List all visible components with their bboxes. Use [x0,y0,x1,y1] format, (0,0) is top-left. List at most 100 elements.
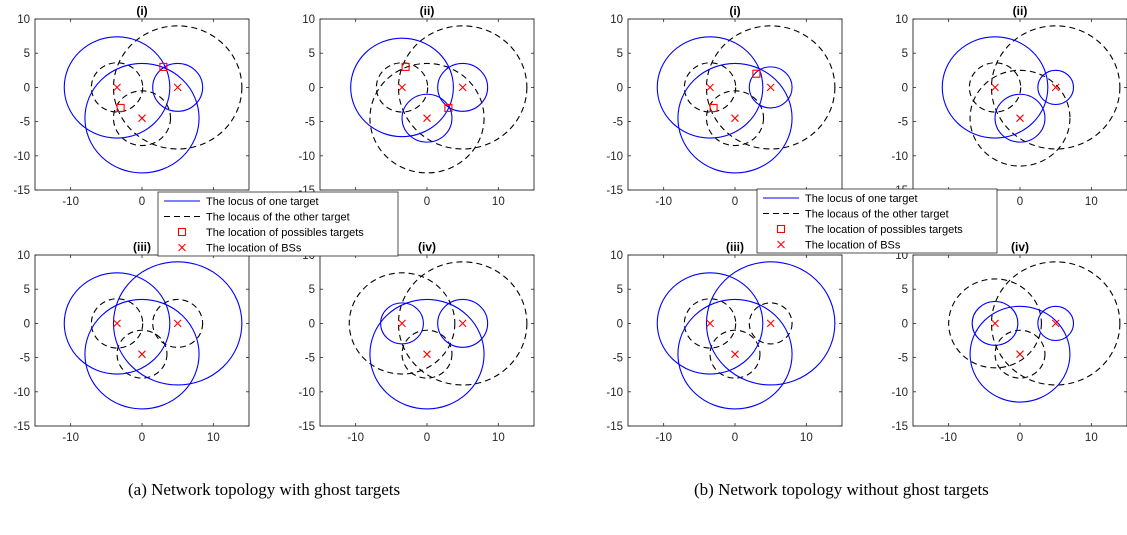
y-tick-label: -5 [898,353,908,365]
locus-one-target [84,62,200,174]
y-tick-label: 10 [302,14,315,26]
bs-marker-stroke [991,83,999,92]
bs-marker-stroke [1051,319,1060,328]
panel-a-3: -10 0 10 10 5 0 -5 -10 -15 (iii) [13,240,250,444]
locus-other-target [683,298,737,349]
bs-marker-stroke [173,83,182,92]
bs-marker-stroke [766,83,775,92]
locus-one-target [1037,69,1075,106]
locus-one-target [705,261,836,386]
locus-other-target [401,329,453,379]
locus-one-target [369,298,485,410]
y-tick-label: -10 [891,151,908,163]
locus-one-target [63,36,171,139]
bs-marker [173,319,182,328]
locus-one-target [941,36,1049,139]
x-tick-label: 0 [139,196,145,208]
y-tick-label: 0 [617,318,623,330]
bs-marker-stroke [458,319,467,328]
y-tick-label: 5 [617,284,623,296]
legend-symbol-bs-stroke [777,240,785,249]
bs-marker [1051,319,1060,328]
y-tick-label: -5 [613,353,623,365]
caption-a: (a) Network topology with ghost targets [128,480,401,499]
y-tick-label: -10 [13,151,30,163]
y-tick-label: -15 [606,185,623,197]
locus-one-target [152,62,204,112]
bs-marker [173,83,182,92]
caption-b: (b) Network topology without ghost targe… [694,480,989,499]
x-tick-label: 0 [732,432,738,444]
x-tick-label: 0 [139,432,145,444]
plot-area [63,261,243,410]
legend-label: The location of possibles targets [206,227,364,239]
legend-label: The location of possibles targets [805,224,963,236]
locus-one-target [677,62,793,174]
plot-area [941,25,1121,167]
locus-other-target [112,25,243,150]
possible-target-marker [159,62,168,71]
bs-marker [458,83,467,92]
locus-other-target [994,329,1046,379]
y-tick-label: -15 [891,421,908,433]
bs-marker [1051,83,1060,92]
x-tick-label: 10 [492,432,505,444]
y-tick-label: -10 [298,151,315,163]
locus-other-target [112,90,172,147]
y-tick-label: 5 [24,284,30,296]
panel-title: (iii) [133,240,151,254]
panel-title: (iii) [726,240,744,254]
locus-other-target [948,278,1042,369]
y-tick-label: 10 [17,14,30,26]
bs-marker-stroke [398,319,406,328]
locus-other-target [990,261,1121,386]
bs-marker-stroke [731,350,739,359]
bs-marker [1016,114,1024,123]
bs-marker-stroke [706,319,714,328]
x-tick-label: -10 [347,432,364,444]
x-tick-label: 0 [424,196,430,208]
legend-label: The locaus of the other target [805,209,949,221]
bs-marker [991,319,999,328]
y-tick-label: -10 [606,387,623,399]
bs-marker-stroke [113,319,121,328]
locus-other-target [90,298,144,349]
axes-box [912,254,1127,427]
bs-marker-stroke [991,319,999,328]
legend-box [756,188,998,254]
panel-title: (ii) [1013,4,1028,18]
legend-label: The locus of one target [805,193,918,205]
panel-b-3: -10 0 10 10 5 0 -5 -10 -15 (iii) [606,240,843,444]
locus-one-target [1037,305,1075,342]
y-tick-label: -10 [298,387,315,399]
bs-marker-stroke [113,83,121,92]
locus-other-target [748,302,793,345]
y-tick-label: 0 [24,318,30,330]
bs-marker-stroke [731,114,739,123]
legend-symbol-bs [178,243,186,252]
y-tick-label: 0 [24,82,30,94]
y-tick-label: 5 [617,48,623,60]
y-tick-label: -15 [13,421,30,433]
y-tick-label: 10 [17,250,30,262]
bs-marker-stroke [766,319,775,328]
locus-other-target [152,298,204,348]
bs-marker [991,83,999,92]
x-tick-label: 0 [424,432,430,444]
locus-other-target [968,62,1022,113]
locus-one-target [350,37,454,138]
panel-title: (i) [136,4,147,18]
bs-marker [731,114,739,123]
locus-other-target [709,329,761,379]
bs-marker [423,350,431,359]
bs-marker [113,319,121,328]
legend-symbol-possible-target [776,224,786,234]
panel-title: (iv) [1011,240,1029,254]
locus-one-target [677,298,793,410]
x-tick-label: -10 [62,196,79,208]
